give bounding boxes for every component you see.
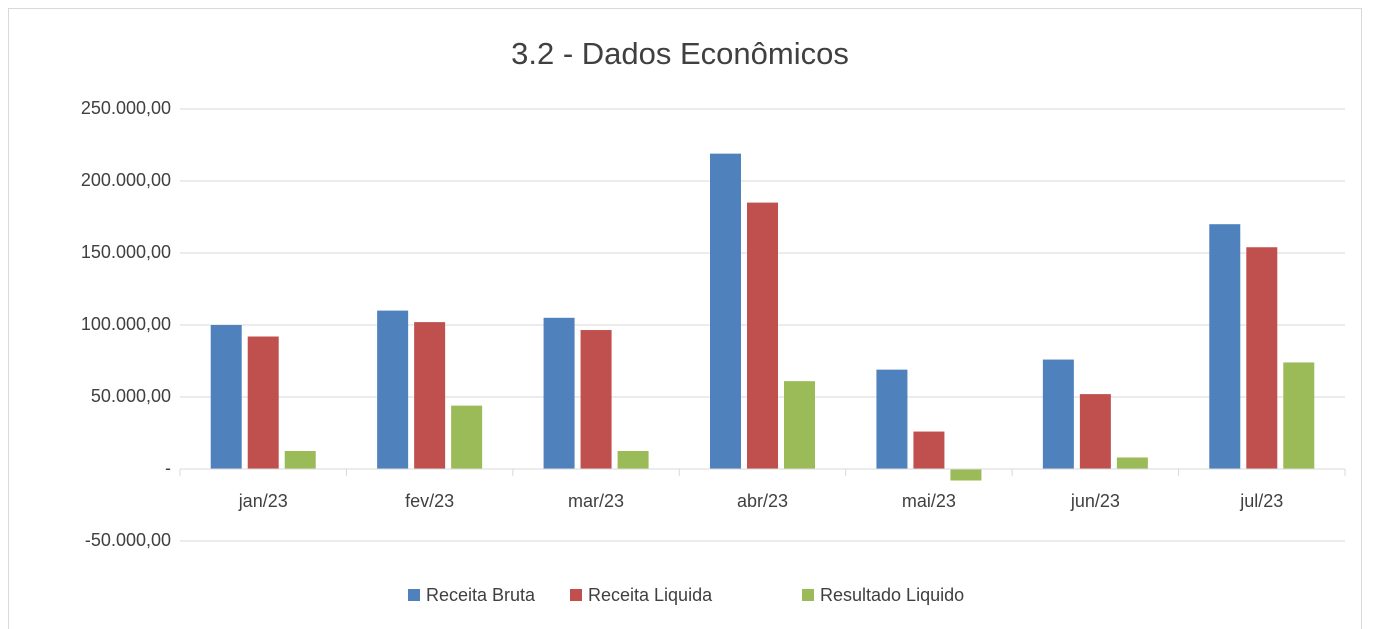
x-tick-label: abr/23 — [737, 491, 788, 511]
bar — [784, 381, 815, 469]
bar — [710, 153, 741, 469]
x-tick-label: jan/23 — [238, 491, 288, 511]
bar — [580, 330, 612, 469]
bar — [1283, 362, 1315, 469]
bar — [451, 405, 483, 469]
legend-swatch — [802, 589, 814, 601]
y-tick-label: -50.000,00 — [85, 530, 171, 550]
legend-label: Receita Bruta — [426, 585, 536, 605]
x-tick-label: mar/23 — [568, 491, 624, 511]
y-tick-label: 50.000,00 — [91, 386, 171, 406]
bar — [876, 369, 908, 469]
x-tick-label: fev/23 — [405, 491, 454, 511]
legend-swatch — [570, 589, 582, 601]
y-tick-label: - — [165, 458, 171, 478]
y-tick-label: 200.000,00 — [81, 170, 171, 190]
y-tick-label: 100.000,00 — [81, 314, 171, 334]
bar — [1042, 359, 1074, 469]
legend-label: Receita Liquida — [588, 585, 713, 605]
bar — [247, 336, 279, 469]
bar — [1209, 224, 1241, 469]
bar — [950, 469, 982, 481]
bar — [1246, 247, 1278, 469]
bar — [617, 451, 649, 469]
bar — [1079, 394, 1111, 469]
chart-frame — [8, 8, 1362, 629]
legend-label: Resultado Liquido — [820, 585, 964, 605]
bar — [284, 451, 316, 469]
chart-title: 3.2 - Dados Econômicos — [511, 36, 849, 71]
bar — [414, 322, 446, 469]
x-tick-label: jul/23 — [1239, 491, 1283, 511]
bar — [1116, 457, 1148, 469]
bar — [210, 325, 242, 469]
y-tick-label: 250.000,00 — [81, 98, 171, 118]
legend-swatch — [408, 589, 420, 601]
x-tick-label: mai/23 — [902, 491, 956, 511]
bar — [747, 202, 778, 469]
bar — [543, 317, 575, 469]
bar — [377, 310, 409, 469]
y-tick-label: 150.000,00 — [81, 242, 171, 262]
x-tick-label: jun/23 — [1070, 491, 1120, 511]
bar — [913, 431, 945, 469]
